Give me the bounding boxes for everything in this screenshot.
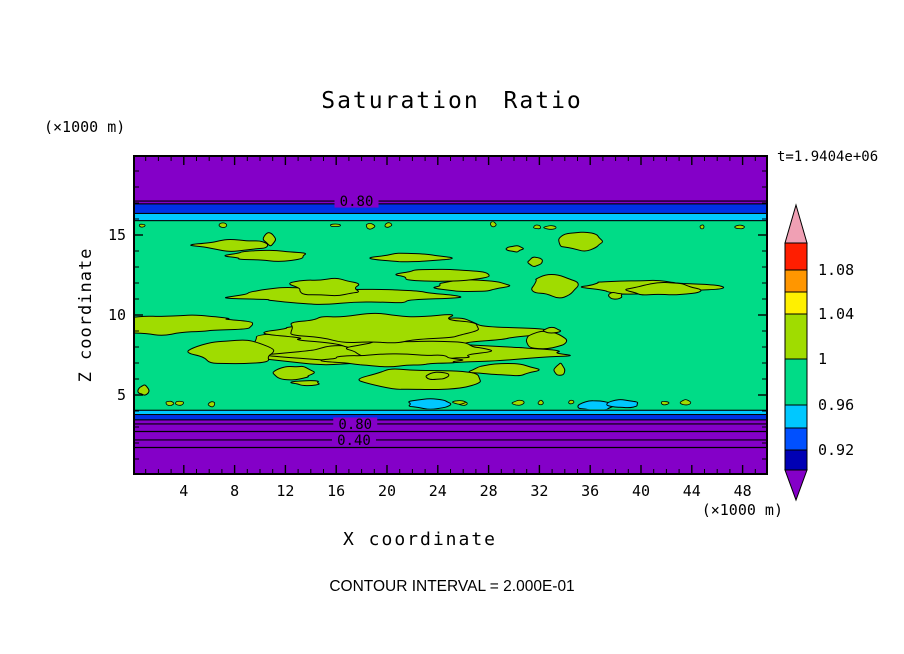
x-tick-label: 44 bbox=[682, 482, 701, 500]
contour-blob bbox=[433, 279, 511, 293]
contour-blob bbox=[608, 291, 623, 300]
x-tick-label: 28 bbox=[479, 482, 498, 500]
contour-blob bbox=[290, 312, 479, 344]
cyan-patch bbox=[606, 399, 639, 409]
contour-blob bbox=[224, 249, 307, 262]
contour-blob bbox=[289, 277, 360, 297]
contour-blob bbox=[553, 362, 566, 376]
speckle-blob bbox=[207, 401, 216, 408]
colorbar-label: 1.08 bbox=[818, 261, 854, 279]
contour-line-label: 0.80 bbox=[338, 417, 372, 433]
colorbar-segment bbox=[784, 313, 808, 360]
band-top-blue bbox=[133, 203, 768, 214]
colorbar-label: 1.04 bbox=[818, 305, 854, 323]
speckle-blob bbox=[679, 399, 692, 406]
speckle-blob bbox=[568, 399, 575, 405]
speckle-blob bbox=[329, 223, 341, 227]
speckle-blob bbox=[175, 400, 185, 406]
band-top-cyan bbox=[133, 212, 768, 222]
speckle-blob bbox=[543, 225, 557, 230]
z-tick-label: 5 bbox=[116, 386, 126, 404]
speckle-blob bbox=[511, 399, 525, 406]
speckle-blob bbox=[490, 221, 497, 228]
x-tick-label: 12 bbox=[276, 482, 295, 500]
contour-blob bbox=[320, 353, 464, 368]
colorbar-segment bbox=[784, 449, 808, 471]
contour-blob bbox=[505, 245, 524, 253]
x-tick-label: 48 bbox=[733, 482, 752, 500]
z-tick-label: 10 bbox=[107, 306, 126, 324]
colorbar: 1.08 1.04 1 0.96 0.92 bbox=[784, 203, 854, 502]
band-bottom-cyan bbox=[133, 409, 768, 416]
time-label: t=1.9404e+06 bbox=[777, 149, 879, 165]
contour-line-label: 0.80 bbox=[340, 194, 374, 210]
contour-blob bbox=[468, 363, 540, 377]
contour-blob bbox=[625, 281, 702, 296]
contour-blob bbox=[558, 231, 603, 252]
speckle-blob bbox=[734, 224, 745, 230]
colorbar-segment bbox=[784, 358, 808, 406]
speckle-blob bbox=[452, 400, 466, 405]
speckle-blob bbox=[699, 224, 705, 230]
speckle-blob bbox=[165, 400, 175, 407]
band-bottom-blue bbox=[133, 414, 768, 421]
contour-blob bbox=[425, 371, 450, 381]
contour-blob bbox=[542, 326, 562, 334]
x-tick-label: 36 bbox=[581, 482, 600, 500]
x-tick-label: 8 bbox=[230, 482, 240, 500]
contour-plot-area: 0.800.800.40 bbox=[133, 155, 768, 475]
z-axis-unit-label: (×1000 m) bbox=[44, 118, 126, 136]
speckle-blob bbox=[384, 222, 393, 228]
contour-blob bbox=[190, 238, 269, 252]
contour-blob bbox=[290, 380, 320, 387]
band-top-purple bbox=[133, 155, 768, 205]
colorbar-segment bbox=[784, 291, 808, 315]
contour-blob bbox=[262, 232, 277, 247]
colorbar-label: 1 bbox=[818, 350, 827, 368]
contour-blob bbox=[187, 339, 275, 365]
colorbar-segment bbox=[784, 427, 808, 451]
contour-blob bbox=[137, 384, 150, 396]
chart-title: Saturation Ratio bbox=[321, 88, 583, 114]
speckle-blob bbox=[138, 223, 146, 228]
contour-blob bbox=[272, 365, 315, 381]
contour-blob bbox=[395, 268, 490, 282]
speckle-blob bbox=[660, 401, 670, 406]
speckle-blob bbox=[365, 223, 376, 230]
speckle-blob bbox=[218, 222, 228, 228]
cyan-patch bbox=[577, 400, 615, 410]
colorbar-bottom-arrow bbox=[784, 469, 808, 502]
x-tick-label: 40 bbox=[631, 482, 651, 500]
x-tick-label: 16 bbox=[327, 482, 346, 500]
x-tick-label: 32 bbox=[530, 482, 549, 500]
plot-frame bbox=[133, 155, 768, 475]
z-tick-label: 15 bbox=[107, 226, 126, 244]
contour-blob bbox=[527, 256, 543, 267]
colorbar-label: 0.92 bbox=[818, 441, 854, 459]
speckle-blob bbox=[533, 224, 541, 230]
colorbar-segment bbox=[784, 242, 808, 271]
contour-interval-label: CONTOUR INTERVAL = 2.000E-01 bbox=[329, 578, 575, 595]
contour-blob bbox=[134, 314, 254, 336]
contour-blob bbox=[369, 252, 453, 263]
speckle-blob bbox=[537, 399, 544, 406]
cyan-patch bbox=[408, 398, 452, 410]
colorbar-segment bbox=[784, 404, 808, 429]
colorbar-segment bbox=[784, 269, 808, 293]
x-tick-label: 24 bbox=[428, 482, 447, 500]
contour-blob bbox=[358, 368, 481, 391]
x-axis-title: X coordinate bbox=[342, 529, 498, 550]
x-axis-unit-label: (×1000 m) bbox=[701, 501, 783, 519]
contour-blob bbox=[225, 286, 462, 305]
contour-line-label: 0.40 bbox=[337, 433, 371, 449]
x-tick-label: 4 bbox=[179, 482, 189, 500]
x-tick-label: 20 bbox=[377, 482, 397, 500]
field-texture bbox=[134, 221, 745, 410]
colorbar-label: 0.96 bbox=[818, 396, 854, 414]
contour-blob bbox=[531, 273, 579, 299]
colorbar-top-arrow bbox=[784, 203, 808, 244]
